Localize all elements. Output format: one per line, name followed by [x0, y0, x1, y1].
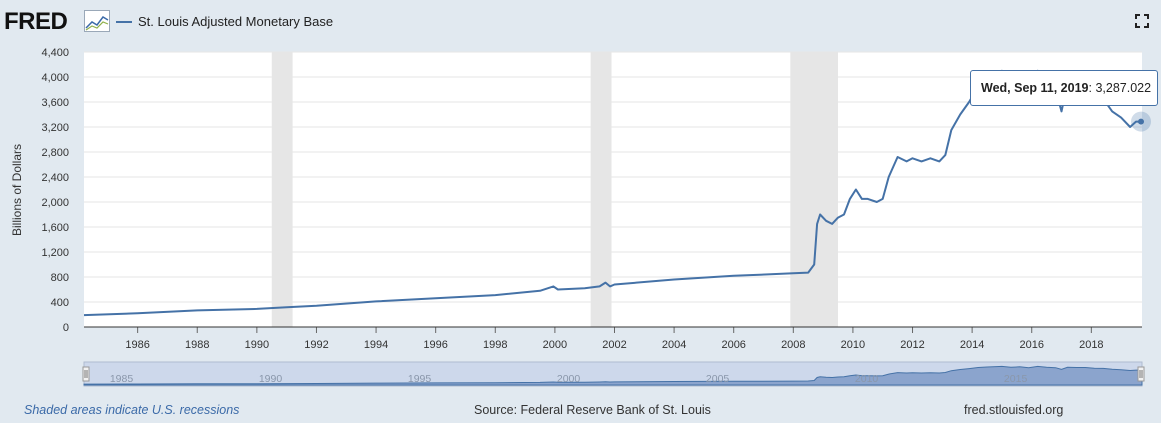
- fred-logo[interactable]: FRED: [4, 8, 68, 35]
- hover-point[interactable]: [1138, 118, 1144, 125]
- site-link[interactable]: fred.stlouisfed.org: [964, 403, 1064, 417]
- line-graph-icon: [84, 10, 110, 32]
- navigator-series: [83, 365, 1143, 386]
- recession-bands: [271, 52, 839, 327]
- navigator[interactable]: 1985 1990 1995 2000 2005 2010 2015: [82, 361, 1145, 387]
- chart-header: FRED St. Louis Adjusted Monetary Base: [0, 0, 1161, 44]
- y-axis-label: Billions of Dollars: [10, 144, 24, 236]
- x-tick-label: 2016: [1019, 339, 1043, 351]
- x-tick-label: 1990: [245, 339, 269, 351]
- y-tick-label: 4,000: [41, 72, 69, 84]
- recession-band-0: [271, 52, 293, 327]
- tooltip-value: 3,287.022: [1095, 81, 1152, 95]
- recession-band-2: [790, 52, 839, 327]
- plot-area: [84, 52, 1142, 327]
- navigator-label: 2010: [855, 373, 879, 385]
- y-tick-label: 0: [63, 322, 69, 334]
- tooltip-date: Wed, Sep 11, 2019: [981, 81, 1089, 95]
- y-tick-label: 4,400: [41, 47, 69, 59]
- x-tick-label: 1996: [423, 339, 447, 351]
- navigator-label: 1990: [259, 373, 283, 385]
- y-tick-label: 2,800: [41, 147, 69, 159]
- fullscreen-icon[interactable]: [1135, 14, 1149, 28]
- x-tick-label: 1994: [364, 339, 388, 351]
- grid-lines: [84, 51, 1142, 303]
- y-tick-label: 2,400: [41, 172, 69, 184]
- x-tick-label: 2014: [960, 339, 984, 351]
- x-tick-label: 2012: [900, 339, 924, 351]
- legend-series-name: St. Louis Adjusted Monetary Base: [138, 14, 334, 29]
- x-tick-label: 2004: [662, 339, 686, 351]
- y-tick-label: 1,600: [41, 222, 69, 234]
- legend-swatch: [116, 20, 132, 23]
- navigator-label: 1985: [110, 373, 134, 385]
- x-tick-label: 2006: [721, 339, 745, 351]
- x-tick-label: 1986: [125, 339, 149, 351]
- y-tick-label: 3,600: [41, 97, 69, 109]
- x-tick-label: 2010: [841, 339, 865, 351]
- x-tick-label: 1992: [304, 339, 328, 351]
- y-tick-label: 2,000: [41, 197, 69, 209]
- recession-band-1: [590, 52, 612, 327]
- y-tick-label: 3,200: [41, 122, 69, 134]
- y-tick-label: 400: [51, 297, 69, 309]
- y-tick-label: 1,200: [41, 247, 69, 259]
- x-axis-ticks: 1986 1988 1990 1992 1994 1996 1998 2000 2002 2004…: [125, 327, 1104, 351]
- x-tick-label: 2002: [602, 339, 626, 351]
- source-text: Source: Federal Reserve Bank of St. Loui…: [474, 403, 711, 417]
- chart-legend[interactable]: St. Louis Adjusted Monetary Base: [116, 14, 333, 29]
- navigator-label: 2015: [1004, 373, 1028, 385]
- x-tick-label: 1988: [185, 339, 209, 351]
- x-tick-label: 2008: [781, 339, 805, 351]
- y-tick-label: 800: [51, 272, 69, 284]
- recessions-note[interactable]: Shaded areas indicate U.S. recessions: [24, 403, 240, 417]
- navigator-label: 1995: [408, 373, 432, 385]
- x-tick-label: 2018: [1079, 339, 1103, 351]
- navigator-handle-right[interactable]: [1137, 366, 1145, 382]
- data-tooltip: Wed, Sep 11, 2019: 3,287.022: [970, 70, 1158, 106]
- navigator-label: 2005: [706, 373, 730, 385]
- navigator-handle-left[interactable]: [82, 366, 90, 382]
- x-tick-label: 1998: [483, 339, 507, 351]
- navigator-label: 2000: [557, 373, 581, 385]
- y-axis-ticks: 0 400 800 1,200 1,600 2,000 2,400 2,800 3,200 3,6…: [41, 47, 69, 334]
- x-tick-label: 2000: [543, 339, 567, 351]
